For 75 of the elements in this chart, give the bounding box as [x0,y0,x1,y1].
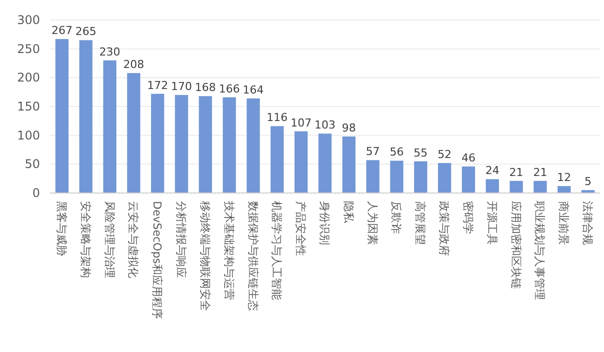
x-tick-label: 反欺诈 [390,201,403,234]
x-tick-label: 开源工具 [485,201,498,245]
data-label: 56 [390,146,404,159]
bar [198,96,212,193]
y-tick-label: 0 [32,186,40,200]
y-tick-label: 50 [24,157,40,172]
y-tick-label: 300 [17,13,40,27]
bar [342,136,356,193]
data-label: 107 [290,116,312,130]
bar [270,126,284,193]
x-tick-label: 机器学习与人工智能 [270,201,284,300]
bar [510,180,523,193]
bar [486,179,499,193]
bar [558,186,571,193]
bar [151,94,164,193]
bar [294,131,308,193]
data-label: 267 [51,24,72,38]
data-label: 208 [123,58,144,72]
data-label: 57 [366,145,380,158]
data-label: 55 [414,146,428,160]
x-tick-label: 风险管理与治理 [102,201,116,278]
x-tick-label: 政策与政府 [438,201,451,256]
bar [222,97,236,193]
data-label: 168 [194,81,216,94]
bar [414,161,428,193]
data-label: 46 [461,151,476,164]
x-tick-label: 人为因素 [366,201,379,245]
data-label: 5 [584,175,592,188]
x-tick-label: 安全策略与架构 [78,201,92,278]
bar [103,60,116,193]
bar [79,40,92,193]
bar [366,160,380,193]
x-tick-label: 产品安全性 [294,201,308,256]
x-tick-label: 应用加密和区块链 [509,201,522,289]
data-label: 116 [266,111,288,124]
x-tick-label: 黑客与威胁 [54,201,68,256]
x-tick-label: 隐私 [342,201,355,224]
y-tick-label: 250 [17,42,40,56]
x-tick-label: 技术基础架构与运营 [222,200,236,300]
data-label: 21 [533,166,548,179]
data-label: 170 [171,80,192,93]
x-tick-label: 移动终端与物联网安全 [198,201,212,311]
data-label: 12 [557,171,572,184]
data-label: 166 [218,82,240,96]
y-tick-label: 200 [17,70,40,85]
bar [318,134,332,193]
x-tick-label: 商业前景 [557,201,570,245]
x-tick-label: 高管展望 [414,201,427,245]
x-tick-label: 职业规划与人事管理 [533,201,546,300]
data-label: 52 [438,148,452,162]
x-tick-label: 分析情报与响应 [174,201,188,278]
y-tick-label: 100 [17,128,40,142]
bar [127,73,140,193]
x-tick-label: 密码学 [461,201,474,234]
bar [246,98,260,193]
data-label: 24 [485,164,500,178]
bar [438,163,452,193]
x-tick-label: 数据保护与供应链生态 [246,201,260,311]
bar [55,39,69,193]
x-tick-label: 法律合规 [581,201,594,245]
data-label: 21 [509,166,524,179]
y-tick-label: 150 [17,100,40,114]
data-label: 172 [147,78,168,92]
bar [390,160,404,193]
x-tick-label: DevSecOps和应用程序 [150,201,164,319]
data-label: 265 [75,25,96,38]
bar [462,166,476,193]
x-tick-label: 身份识别 [318,201,331,245]
data-label: 98 [342,121,356,134]
bar [534,180,547,193]
x-tick-label: 云安全与虚拟化 [126,201,140,278]
data-label: 164 [242,83,264,96]
data-label: 230 [99,45,120,58]
data-label: 103 [314,118,336,132]
bar [174,94,188,193]
